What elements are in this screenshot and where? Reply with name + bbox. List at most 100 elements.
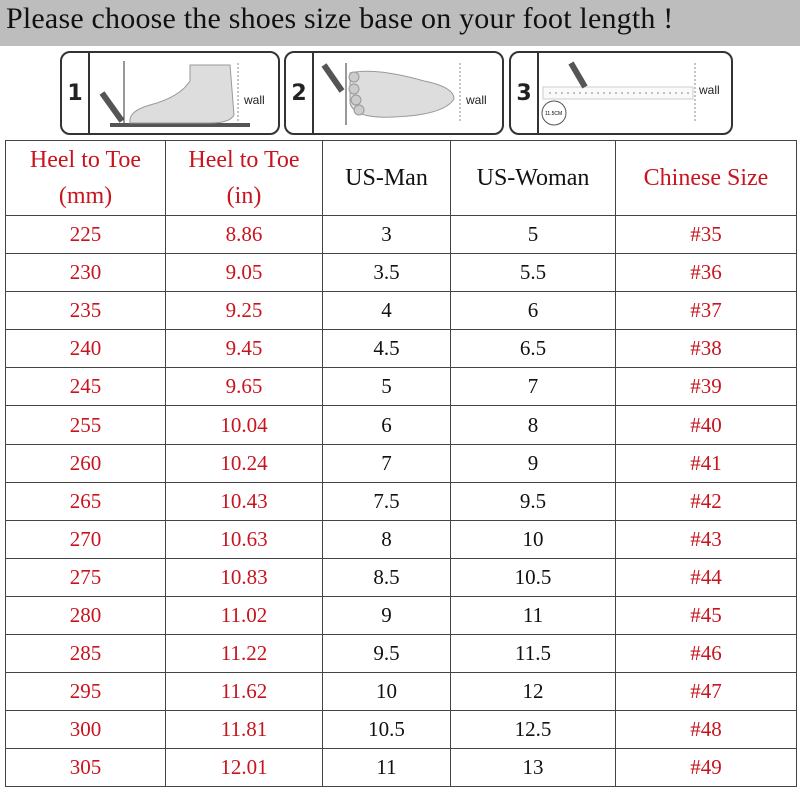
table-row: 270 10.63 8 10 #43: [5, 519, 797, 559]
wall-label: wall: [699, 83, 720, 97]
cell-in: 9.65: [165, 367, 323, 407]
table-row: 265 10.43 7.5 9.5 #42: [5, 481, 797, 521]
cell-in: 9.25: [165, 291, 323, 331]
cell-in: 11.62: [165, 672, 323, 712]
cell-in: 10.04: [165, 405, 323, 445]
cell-mm: 285: [5, 634, 166, 674]
cell-us-woman: 5.5: [450, 253, 616, 293]
cell-us-woman: 11.5: [450, 634, 616, 674]
cell-in: 9.45: [165, 329, 323, 369]
cell-chinese-size: #42: [615, 481, 797, 521]
cell-mm: 295: [5, 672, 166, 712]
cell-us-man: 7: [322, 443, 451, 483]
cell-us-woman: 6.5: [450, 329, 616, 369]
cell-us-woman: 7: [450, 367, 616, 407]
table-row: 275 10.83 8.5 10.5 #44: [5, 557, 797, 597]
cell-mm: 230: [5, 253, 166, 293]
cell-in: 9.05: [165, 253, 323, 293]
cell-mm: 300: [5, 710, 166, 750]
table-row: 285 11.22 9.5 11.5 #46: [5, 634, 797, 674]
cell-mm: 255: [5, 405, 166, 445]
cell-in: 11.81: [165, 710, 323, 750]
header-heel-to-toe-mm: Heel to Toe (mm): [5, 140, 166, 216]
cell-mm: 280: [5, 595, 166, 636]
cell-us-woman: 9.5: [450, 481, 616, 521]
step-number: 2: [286, 53, 314, 133]
foot-side-view-icon: [99, 61, 250, 127]
cell-mm: 265: [5, 481, 166, 521]
cell-us-man: 4.5: [322, 329, 451, 369]
instruction-text: Please choose the shoes size base on you…: [6, 2, 674, 35]
measure-step-1: 1 wall: [60, 51, 280, 135]
cell-us-woman: 10: [450, 519, 616, 559]
cell-in: 10.63: [165, 519, 323, 559]
cell-us-woman: 9: [450, 443, 616, 483]
cell-chinese-size: #44: [615, 557, 797, 597]
header-us-woman: US-Woman: [450, 140, 616, 216]
cell-us-woman: 10.5: [450, 557, 616, 597]
cell-us-man: 8: [322, 519, 451, 559]
header-heel-to-toe-in: Heel to Toe (in): [165, 140, 323, 216]
cell-chinese-size: #37: [615, 291, 797, 331]
cell-us-woman: 12.5: [450, 710, 616, 750]
cell-in: 10.83: [165, 557, 323, 597]
cell-mm: 305: [5, 748, 166, 788]
cell-us-man: 8.5: [322, 557, 451, 597]
cell-chinese-size: #45: [615, 595, 797, 636]
table-row: 260 10.24 7 9 #41: [5, 443, 797, 483]
header-us-man: US-Man: [322, 140, 451, 216]
cell-mm: 240: [5, 329, 166, 369]
instruction-banner: Please choose the shoes size base on you…: [0, 0, 800, 46]
cell-us-woman: 8: [450, 405, 616, 445]
cell-in: 8.86: [165, 214, 323, 255]
table-row: 245 9.65 5 7 #39: [5, 367, 797, 407]
table-row: 225 8.86 3 5 #35: [5, 214, 797, 255]
cell-mm: 270: [5, 519, 166, 559]
cell-us-man: 3.5: [322, 253, 451, 293]
cell-us-man: 9.5: [322, 634, 451, 674]
cell-us-man: 10: [322, 672, 451, 712]
cell-us-man: 7.5: [322, 481, 451, 521]
cell-in: 10.43: [165, 481, 323, 521]
table-row: 230 9.05 3.5 5.5 #36: [5, 253, 797, 293]
cell-us-woman: 12: [450, 672, 616, 712]
cell-chinese-size: #38: [615, 329, 797, 369]
measure-step-3: 3 11.5CM wall: [509, 51, 733, 135]
wall-label: wall: [466, 93, 487, 107]
cell-chinese-size: #40: [615, 405, 797, 445]
cell-us-man: 10.5: [322, 710, 451, 750]
foot-top-view-icon: [321, 63, 461, 125]
cell-us-woman: 6: [450, 291, 616, 331]
cell-us-man: 9: [322, 595, 451, 636]
cell-in: 11.02: [165, 595, 323, 636]
table-row: 295 11.62 10 12 #47: [5, 672, 797, 712]
cell-us-woman: 5: [450, 214, 616, 255]
cell-mm: 275: [5, 557, 166, 597]
cell-chinese-size: #46: [615, 634, 797, 674]
cell-mm: 260: [5, 443, 166, 483]
cell-chinese-size: #39: [615, 367, 797, 407]
cell-chinese-size: #49: [615, 748, 797, 788]
cell-us-man: 5: [322, 367, 451, 407]
step-number: 1: [62, 53, 90, 133]
cell-us-woman: 11: [450, 595, 616, 636]
cell-in: 10.24: [165, 443, 323, 483]
measure-step-2: 2 wall: [284, 51, 504, 135]
cell-us-man: 4: [322, 291, 451, 331]
ruler-measure-icon: [541, 61, 696, 126]
cell-chinese-size: #43: [615, 519, 797, 559]
cell-mm: 245: [5, 367, 166, 407]
size-chart-table: Heel to Toe (mm) Heel to Toe (in) US-Man U…: [5, 140, 797, 788]
table-row: 255 10.04 6 8 #40: [5, 405, 797, 445]
wall-label: wall: [244, 93, 265, 107]
table-header-row: Heel to Toe (mm) Heel to Toe (in) US-Man U…: [5, 140, 797, 216]
cell-mm: 225: [5, 214, 166, 255]
cell-chinese-size: #36: [615, 253, 797, 293]
cell-in: 11.22: [165, 634, 323, 674]
table-row: 280 11.02 9 11 #45: [5, 595, 797, 636]
step-number: 3: [511, 53, 539, 133]
cell-in: 12.01: [165, 748, 323, 788]
cell-chinese-size: #47: [615, 672, 797, 712]
ruler-label: 11.5CM: [545, 111, 563, 117]
cell-chinese-size: #41: [615, 443, 797, 483]
